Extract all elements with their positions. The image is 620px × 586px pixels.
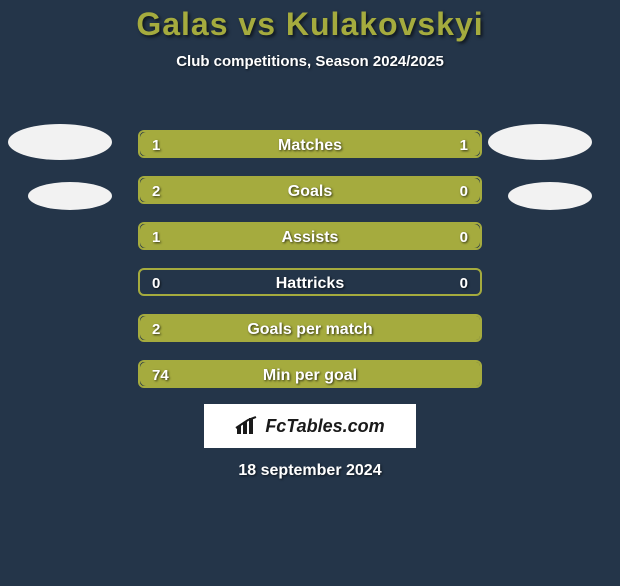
stat-value-right: 0 [460,224,468,248]
stat-row: 2Goals per match [138,314,482,342]
stats-container: 11Matches20Goals10Assists00Hattricks2Goa… [138,130,482,406]
stat-bar-left [140,316,480,340]
stat-value-left: 2 [152,316,160,340]
stat-bar-left [140,178,405,202]
player-left-avatar [8,124,112,160]
player-right-avatar [488,124,592,160]
player-right-avatar-shadow [508,182,592,210]
stat-row: 20Goals [138,176,482,204]
player-left-avatar-shadow [28,182,112,210]
stat-value-left: 74 [152,362,169,386]
stat-bar-left [140,132,310,156]
stat-value-left: 1 [152,132,160,156]
stat-row: 10Assists [138,222,482,250]
stat-row: 0 0Hattricks [138,268,482,296]
stat-row: 74Min per goal [138,360,482,388]
stat-bar-right [310,132,480,156]
stat-bar-left [140,224,405,248]
stat-value-left: 0 [152,270,160,294]
stat-bar-left [140,362,480,386]
stat-value-left: 2 [152,178,160,202]
stat-value-left: 1 [152,224,160,248]
brand-box: FcTables.com [204,404,416,448]
brand-text: FcTables.com [265,416,384,437]
page-title: Galas vs Kulakovskyi [0,6,620,43]
bar-chart-icon [235,416,259,436]
page-subtitle: Club competitions, Season 2024/2025 [0,53,620,70]
stat-bar-right [405,224,480,248]
stat-row: 11Matches [138,130,482,158]
stat-value-right: 0 [460,178,468,202]
stat-bar-right [405,178,480,202]
stat-value-right: 1 [460,132,468,156]
stat-value-right: 0 [460,270,468,294]
footer-date: 18 september 2024 [0,462,620,480]
stat-label: Hattricks [140,270,480,294]
